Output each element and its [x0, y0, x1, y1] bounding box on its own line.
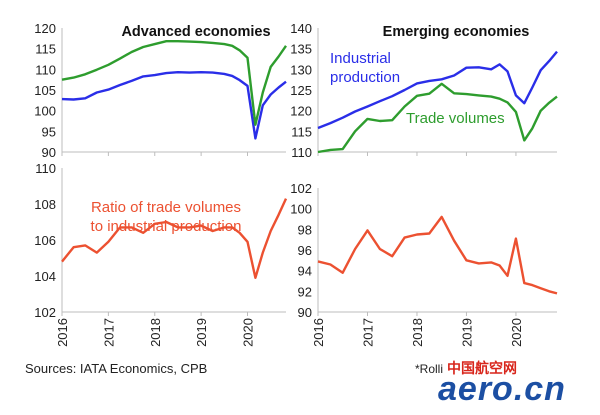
y-tick-label: 95 [42, 124, 56, 139]
panel-adv-top: 90 95 100 105 110 115 120 Advanced economies [34, 21, 287, 160]
y-tick-label: 102 [34, 305, 56, 320]
watermark-logo-cn: 中国航空网 [447, 360, 517, 376]
y-tick-label: 106 [34, 233, 56, 248]
x-tick-label: 2018 [148, 318, 163, 347]
x-tick-label: 2019 [459, 318, 474, 347]
y-tick-label: 110 [291, 145, 312, 160]
y-tick-label: 104 [34, 269, 56, 284]
x-tick-label: 2018 [410, 318, 425, 347]
y-tick-label: 100 [34, 104, 56, 119]
panel-emg-top: 110 115 120 125 130 135 140 Emerging economies I… [290, 21, 558, 160]
x-tick-label: 2017 [360, 318, 375, 347]
annotation-label: Industrial [330, 50, 391, 67]
y-tick-label: 100 [290, 202, 312, 217]
annotation-label: Trade volumes [406, 110, 505, 127]
y-tick-label: 115 [291, 124, 312, 139]
y-tick-label: 125 [290, 83, 312, 98]
panel-title: Advanced economies [121, 24, 270, 40]
annotation-label: production [330, 69, 400, 86]
series-line-2 [61, 40, 287, 126]
y-tick-label: 102 [290, 181, 312, 196]
panel-emg-bottom: 90 92 94 96 98 100 102 2016 2017 2018 2019 2020 [290, 181, 558, 347]
series-line-1 [61, 70, 287, 140]
x-tick-label: 2016 [55, 318, 70, 347]
y-tick-label: 110 [35, 161, 56, 176]
y-tick-label: 110 [35, 62, 56, 77]
y-tick-label: 96 [298, 243, 312, 258]
y-tick-label: 90 [42, 145, 56, 160]
y-tick-label: 94 [298, 264, 312, 279]
x-tick-label: 2020 [241, 318, 256, 347]
watermark-logo: aero.cn [438, 370, 566, 408]
y-tick-label: 92 [298, 284, 312, 299]
footnote: *Rolli [415, 362, 444, 376]
series-line-1 [317, 50, 558, 130]
y-tick-label: 135 [290, 42, 312, 57]
y-tick-label: 115 [35, 42, 56, 57]
y-tick-label: 120 [34, 21, 56, 36]
x-tick-label: 2016 [311, 318, 326, 347]
panel-title: Emerging economies [383, 24, 530, 40]
source-note: Sources: IATA Economics, CPB [25, 361, 208, 376]
x-tick-label: 2017 [101, 318, 116, 347]
y-tick-label: 108 [34, 197, 56, 212]
panel-adv-bottom: 102 104 106 108 110 2016 2017 2018 2019 2020 Ratio… [34, 161, 288, 347]
y-tick-label: 130 [290, 62, 312, 77]
annotation-label: to industrial production [91, 218, 242, 235]
y-tick-label: 90 [298, 305, 312, 320]
series-line-2 [317, 82, 558, 154]
series-line-1 [317, 215, 558, 295]
x-tick-label: 2019 [194, 318, 209, 347]
y-tick-label: 98 [298, 222, 312, 237]
series-line-1 [61, 198, 288, 279]
x-tick-label: 2020 [509, 318, 524, 347]
y-tick-label: 120 [290, 104, 312, 119]
annotation-label: Ratio of trade volumes [91, 199, 241, 216]
y-tick-label: 105 [34, 83, 56, 98]
y-tick-label: 140 [290, 21, 312, 36]
